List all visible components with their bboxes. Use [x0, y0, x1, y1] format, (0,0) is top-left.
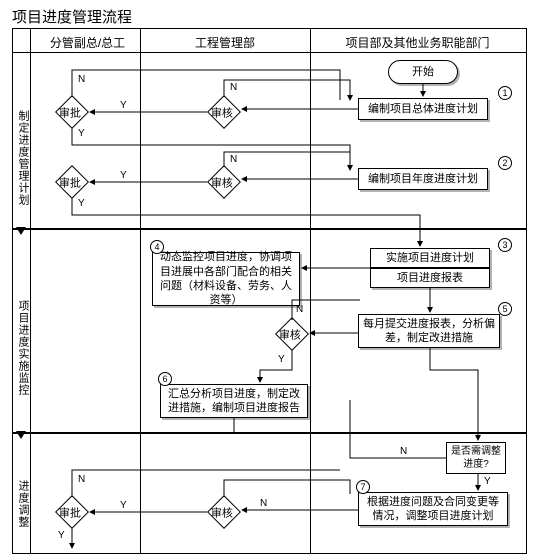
flowchart-canvas: 项目进度管理流程 zhulong.com 分管副总/总工 工程管理部 项目部及其… — [0, 0, 539, 560]
lbl-yb: Y — [120, 500, 127, 511]
lbl-n5: N — [296, 304, 303, 315]
circle-6: 6 — [158, 372, 172, 386]
col-sep-1 — [140, 28, 141, 554]
col-header-1: 分管副总/总工 — [40, 34, 135, 51]
marker-2 — [16, 431, 26, 439]
lbl-adj-n: N — [400, 446, 407, 457]
circle-4: 4 — [150, 240, 164, 254]
node-1: 编制项目总体进度计划 — [358, 98, 488, 120]
col-header-3: 项目部及其他业务职能部门 — [320, 34, 515, 51]
rowlabel-sep — [30, 28, 31, 554]
chart-title: 项目进度管理流程 — [12, 6, 132, 27]
node-3a: 实施项目进度计划 — [370, 248, 490, 268]
node-4: 动态监控项目进度，协调项目进展中各部门配合的相关问题（材料设备、劳务、人资等） — [152, 252, 300, 306]
lbl-yb2: Y — [58, 530, 65, 541]
row-sep-1 — [12, 228, 527, 230]
lbl-y5: Y — [278, 354, 285, 365]
node-5: 每月提交进度报表，分析偏差，制定改进措施 — [358, 314, 500, 348]
lbl-adj-y: Y — [484, 476, 491, 487]
row-label-3: 进度调整 — [15, 480, 31, 528]
adjust-decision: 是否需调整进度? — [446, 442, 506, 474]
node-7: 根据进度问题及合同变更等情况，调整项目进度计划 — [358, 492, 508, 526]
start-node: 开始 — [388, 60, 458, 84]
col-sep-2 — [310, 28, 311, 554]
circle-3: 3 — [498, 238, 512, 252]
lbl-y2b: Y — [78, 198, 85, 209]
node-2: 编制项目年度进度计划 — [358, 168, 488, 190]
lbl-n1b: N — [78, 74, 85, 85]
lbl-n1: N — [230, 82, 237, 93]
row-label-2: 项目进度实施监控 — [15, 300, 31, 396]
circle-2: 2 — [498, 156, 512, 170]
header-sep — [12, 52, 527, 53]
lbl-n2: N — [230, 154, 237, 165]
row-sep-2 — [12, 432, 527, 434]
lbl-y1b: Y — [78, 128, 85, 139]
col-header-2: 工程管理部 — [150, 34, 300, 51]
circle-7: 7 — [356, 480, 370, 494]
lbl-y1: Y — [120, 100, 127, 111]
node-3b: 项目进度报表 — [370, 268, 490, 288]
circle-5: 5 — [498, 302, 512, 316]
marker-1 — [16, 227, 26, 235]
row-label-1: 制定进度管理计划 — [15, 110, 31, 206]
lbl-nb2: N — [78, 474, 85, 485]
node-6: 汇总分析项目进度，制定改进措施，编制项目进度报告 — [160, 384, 308, 418]
lbl-y2: Y — [120, 170, 127, 181]
circle-1: 1 — [498, 86, 512, 100]
lbl-nb: N — [260, 498, 267, 509]
